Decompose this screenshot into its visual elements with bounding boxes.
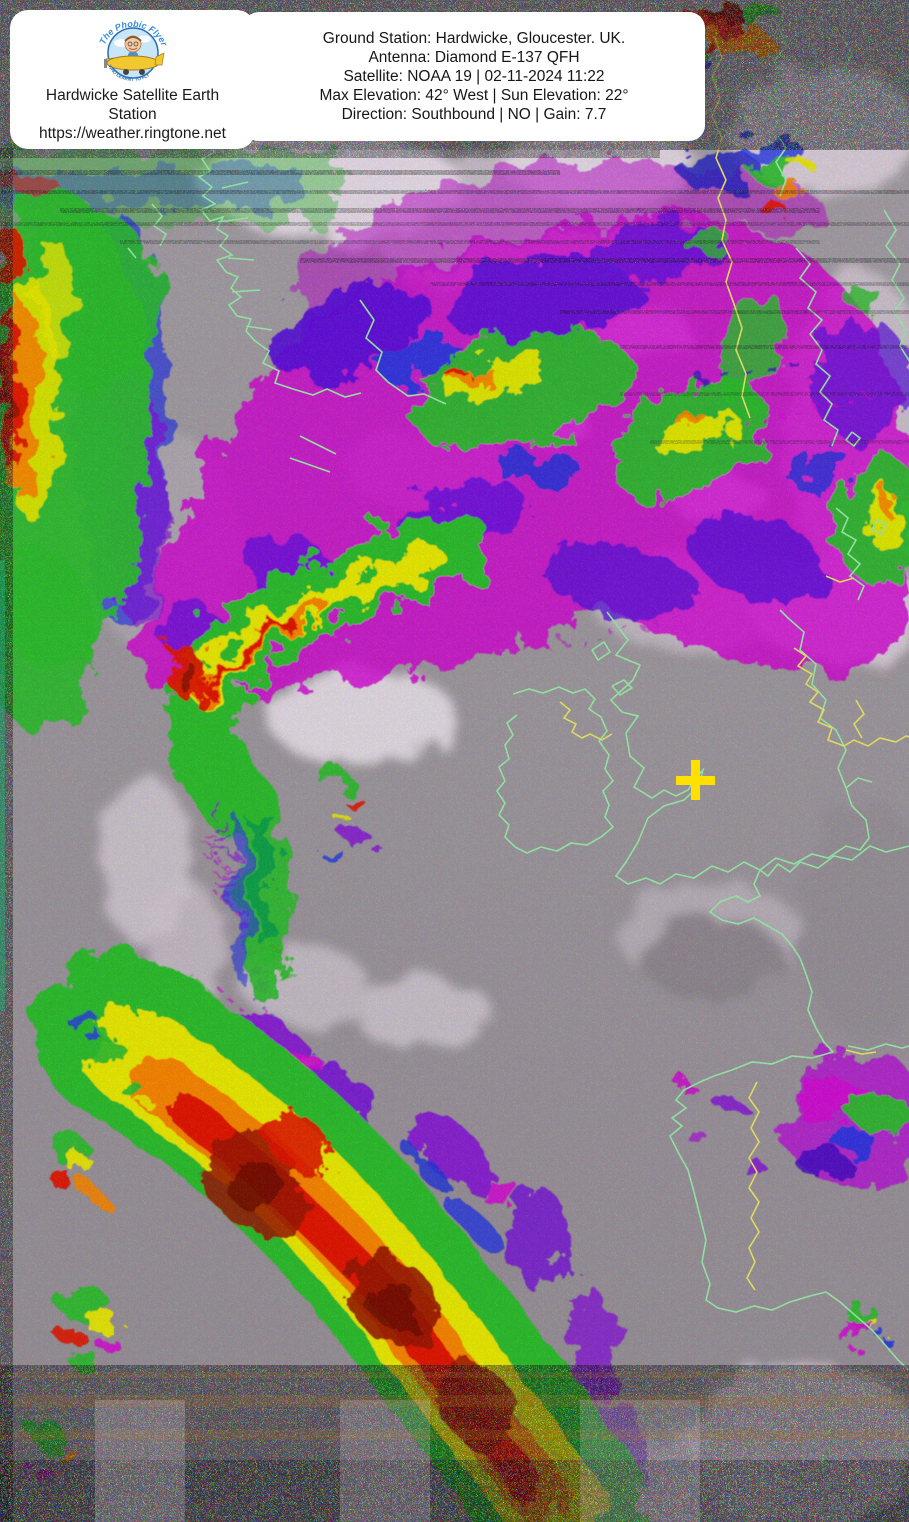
pass-info-card: Ground Station: Hardwicke, Gloucester. U…	[243, 12, 705, 141]
station-logo: The Phobic Flyer WHO LEARNT TO FLY	[97, 19, 169, 82]
station-url: https://weather.ringtone.net	[39, 125, 226, 142]
station-name: Hardwicke Satellite Earth Station	[45, 87, 220, 123]
plane-tail	[154, 52, 164, 66]
pass-satellite: Satellite: NOAA 19 | 02-11-2024 11:22	[343, 68, 605, 85]
pass-ground-station: Ground Station: Hardwicke, Gloucester. U…	[322, 30, 626, 47]
pass-elevation: Max Elevation: 42° West | Sun Elevation:…	[319, 87, 629, 104]
station-info-card: The Phobic Flyer WHO LEARNT TO FLY Hardw…	[10, 10, 255, 149]
ground-station-marker	[676, 760, 715, 800]
pass-direction-gain: Direction: Southbound | NO | Gain: 7.7	[341, 106, 607, 123]
plane-body	[106, 55, 159, 71]
plane-propeller	[103, 59, 107, 68]
pass-antenna: Antenna: Diamond E-137 QFH	[368, 49, 580, 66]
